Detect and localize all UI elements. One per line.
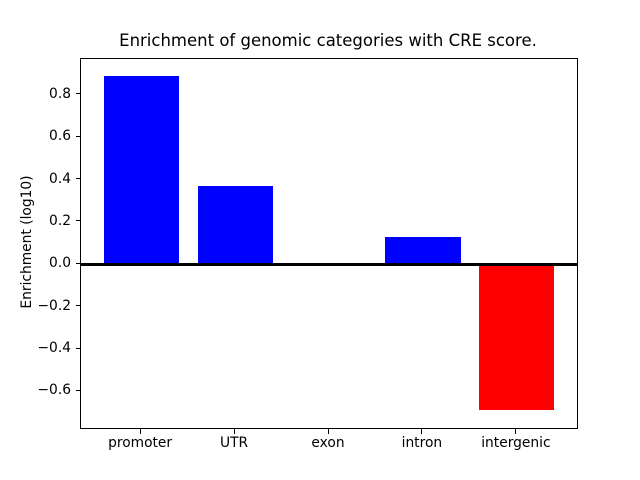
y-tick-mark <box>75 178 80 179</box>
y-tick-label: −0.4 <box>37 340 71 356</box>
x-tick-mark <box>139 429 141 434</box>
x-tick-label-intergenic: intergenic <box>481 435 551 451</box>
bar-promoter <box>103 75 179 265</box>
y-tick-label: 0.2 <box>49 212 71 229</box>
x-tick-label-intron: intron <box>401 435 443 451</box>
y-tick-mark <box>75 262 80 264</box>
y-tick-label: −0.2 <box>37 297 71 314</box>
chart-title: Enrichment of genomic categories with CR… <box>119 31 537 50</box>
bar-intron <box>385 236 461 265</box>
x-tick-label-exon: exon <box>311 435 345 451</box>
x-tick-label-promoter: promoter <box>108 435 173 451</box>
y-tick-label: 0.4 <box>49 170 71 187</box>
plot-area <box>80 58 578 429</box>
y-tick-mark <box>75 93 80 95</box>
y-tick-mark <box>75 220 80 222</box>
y-tick-mark <box>75 389 80 391</box>
y-tick-label: 0.8 <box>49 85 71 102</box>
y-axis-label: Enrichment (log10) <box>19 175 35 309</box>
y-tick-label: −0.6 <box>37 382 71 399</box>
x-tick-mark <box>233 429 235 434</box>
x-tick-mark <box>515 429 517 434</box>
x-tick-label-UTR: UTR <box>220 435 249 451</box>
x-tick-mark <box>327 429 329 434</box>
zero-line <box>81 262 577 266</box>
y-tick-label: 0.6 <box>49 128 71 145</box>
bar-intergenic <box>479 264 555 411</box>
y-tick-mark <box>75 347 80 349</box>
y-tick-mark <box>75 135 80 137</box>
x-tick-mark <box>421 429 423 434</box>
bar-UTR <box>197 185 273 265</box>
y-tick-label: 0.0 <box>49 255 71 272</box>
y-tick-mark <box>75 305 80 307</box>
